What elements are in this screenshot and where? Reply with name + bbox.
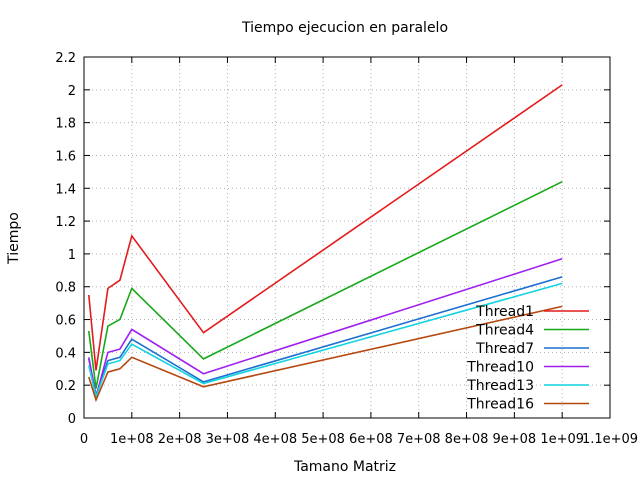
series-line-thread1 <box>88 84 563 371</box>
y-tick-label: 0.6 <box>55 314 76 329</box>
legend-label: Thread10 <box>466 360 534 376</box>
x-tick-label: 1e+09 <box>540 432 584 447</box>
y-tick-label: 1 <box>68 248 76 263</box>
grid <box>84 57 610 418</box>
x-tick-label: 7e+08 <box>397 432 441 447</box>
series-line-thread13 <box>88 282 563 400</box>
chart-title: Tiempo ejecucion en paralelo <box>241 20 448 36</box>
y-tick-label: 1.4 <box>55 182 76 197</box>
series-line-thread16 <box>88 305 563 403</box>
y-tick-label: 0.2 <box>55 379 76 394</box>
y-tick-label: 2 <box>68 84 76 99</box>
x-tick-label: 2e+08 <box>158 432 202 447</box>
series-lines <box>88 84 563 403</box>
x-tick-label: 4e+08 <box>253 432 297 447</box>
legend-label: Thread1 <box>475 304 534 320</box>
y-tick-label: 0.4 <box>55 346 76 361</box>
y-tick-label: 1.8 <box>55 117 76 132</box>
legend-label: Thread16 <box>466 397 534 413</box>
legend-label: Thread4 <box>475 323 534 339</box>
x-tick-label: 1e+08 <box>110 432 154 447</box>
axis-ticks: 0 0.2 0.4 0.6 0.8 1 1.2 1.4 1.6 1.8 2 2.2 0 1e+08 2e+0… <box>55 51 638 447</box>
plot-frame <box>83 56 611 419</box>
x-tick-label: 8e+08 <box>445 432 489 447</box>
x-tick-label: 6e+08 <box>349 432 393 447</box>
x-tick-label: 1.1e+09 <box>582 432 638 447</box>
y-tick-label: 2.2 <box>55 51 76 66</box>
y-tick-label: 0.8 <box>55 281 76 296</box>
x-tick-label: 0 <box>80 432 88 447</box>
series-line-thread4 <box>88 180 563 389</box>
x-tick-label: 3e+08 <box>206 432 250 447</box>
y-tick-label: 0 <box>68 412 76 427</box>
legend: Thread1 Thread4 Thread7 Thread10 Thread13 Thr… <box>466 304 589 413</box>
legend-label: Thread7 <box>475 341 534 357</box>
y-tick-label: 1.6 <box>55 149 76 164</box>
x-tick-label: 5e+08 <box>301 432 345 447</box>
y-axis-label: Tiempo <box>6 212 22 265</box>
x-tick-label: 9e+08 <box>493 432 537 447</box>
y-tick-label: 1.2 <box>55 215 76 230</box>
x-axis-label: Tamano Matriz <box>293 459 396 475</box>
legend-label: Thread13 <box>466 378 534 394</box>
